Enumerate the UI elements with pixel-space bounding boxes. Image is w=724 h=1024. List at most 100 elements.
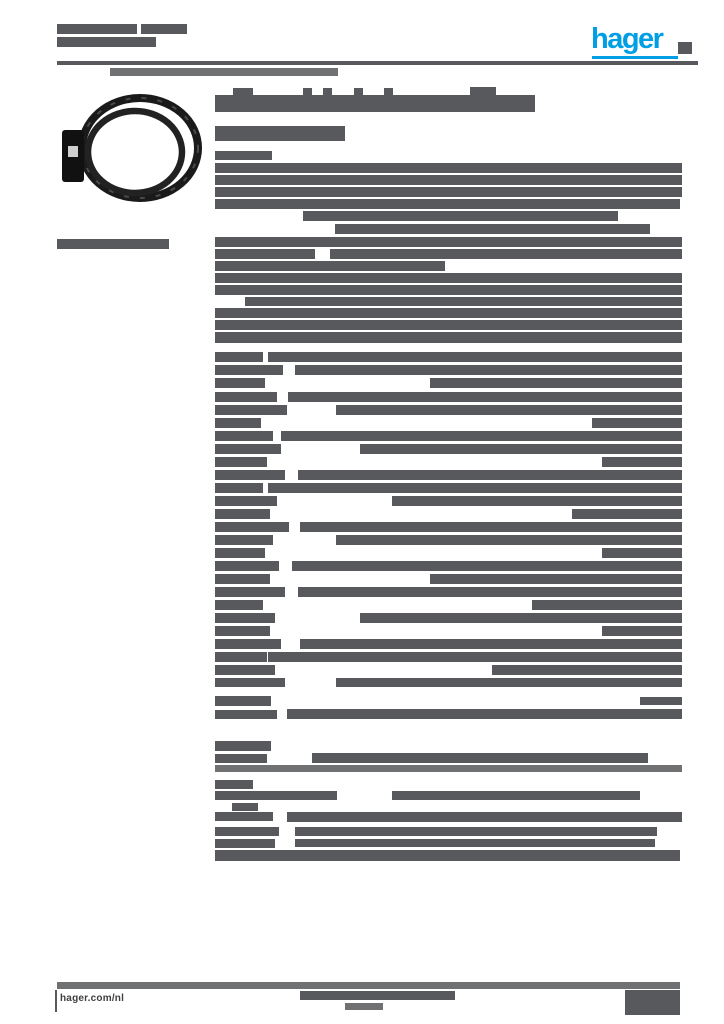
redacted-text-line	[215, 535, 273, 545]
redacted-text-line	[268, 652, 682, 662]
redacted-text-line	[354, 88, 363, 95]
redacted-text-line	[360, 613, 682, 623]
redacted-text-line	[215, 600, 263, 610]
redacted-text-line	[215, 470, 285, 480]
footer-website-link[interactable]: hager.com/nl	[60, 993, 125, 1004]
redacted-text-line	[215, 175, 682, 185]
redacted-text-line	[215, 249, 315, 259]
redacted-text-line	[57, 24, 137, 34]
redacted-text-line	[295, 365, 682, 375]
redacted-text-line	[215, 237, 682, 247]
redacted-text-line	[303, 88, 312, 95]
coil-inner-ring	[84, 107, 186, 197]
redacted-text-line	[640, 697, 682, 705]
redacted-text-line	[215, 587, 285, 597]
redacted-text-line	[330, 249, 682, 259]
redacted-text-line	[215, 444, 281, 454]
redacted-text-line	[392, 791, 640, 800]
redacted-text-line	[295, 827, 657, 836]
redacted-text-line	[215, 652, 267, 662]
redacted-text-line	[55, 990, 57, 1012]
redacted-text-line	[602, 457, 682, 467]
redacted-text-line	[215, 273, 682, 283]
redacted-text-line	[392, 496, 682, 506]
redacted-text-line	[215, 574, 270, 584]
redacted-text-line	[384, 88, 393, 95]
redacted-text-line	[215, 483, 263, 493]
redacted-text-line	[215, 791, 337, 800]
redacted-text-line	[215, 405, 287, 415]
redacted-text-line	[312, 753, 648, 763]
redacted-text-line	[215, 850, 680, 861]
redacted-text-line	[215, 431, 273, 441]
redacted-text-line	[492, 665, 682, 675]
redacted-text-line	[215, 126, 345, 141]
redacted-text-line	[215, 548, 265, 558]
redacted-text-line	[215, 741, 271, 751]
redacted-text-line	[57, 982, 680, 989]
redacted-text-line	[572, 509, 682, 519]
redacted-text-line	[215, 352, 263, 362]
redacted-text-line	[245, 297, 682, 306]
redacted-text-line	[215, 151, 272, 160]
redacted-text-line	[336, 405, 682, 415]
redacted-text-line	[335, 224, 650, 234]
redacted-text-line	[430, 574, 682, 584]
redacted-text-line	[470, 87, 496, 95]
redacted-text-line	[430, 378, 682, 388]
redacted-text-line	[57, 37, 156, 47]
redacted-text-line	[345, 1003, 383, 1010]
redacted-text-line	[268, 352, 682, 362]
hager-logo: hager	[591, 23, 664, 55]
redacted-text-line	[215, 365, 283, 375]
coil-connector-window	[68, 146, 78, 157]
redacted-text-line	[215, 187, 682, 197]
redacted-text-line	[232, 803, 258, 811]
redacted-text-line	[532, 600, 682, 610]
redacted-text-line	[215, 509, 270, 519]
redacted-text-line	[215, 812, 273, 821]
redacted-text-line	[300, 639, 682, 649]
product-image	[62, 94, 202, 202]
coil-texture	[81, 97, 199, 199]
redacted-text-line	[215, 765, 682, 772]
redacted-text-line	[300, 991, 455, 1000]
redacted-text-line	[215, 613, 275, 623]
redacted-text-line	[57, 61, 698, 65]
redacted-text-line	[215, 378, 265, 388]
redacted-text-line	[215, 839, 275, 848]
redacted-text-line	[215, 332, 682, 343]
hager-logo-underline	[592, 56, 678, 59]
redacted-text-line	[295, 839, 655, 847]
redacted-text-line	[268, 483, 682, 493]
footer-page-number-block	[625, 990, 680, 1015]
redacted-text-line	[678, 42, 692, 54]
redacted-text-line	[215, 561, 279, 571]
redacted-text-line	[323, 88, 332, 95]
redacted-text-line	[215, 665, 275, 675]
redacted-text-line	[215, 678, 285, 687]
redacted-text-line	[292, 561, 682, 571]
redacted-text-line	[336, 535, 682, 545]
redacted-text-line	[300, 522, 682, 532]
redacted-text-line	[215, 696, 271, 706]
redacted-text-line	[215, 754, 267, 763]
redacted-text-line	[215, 392, 277, 402]
redacted-text-line	[215, 261, 445, 271]
redacted-text-line	[215, 285, 682, 295]
redacted-text-line	[592, 418, 682, 428]
redacted-text-line	[288, 392, 682, 402]
redacted-text-line	[215, 626, 270, 636]
redacted-text-line	[602, 626, 682, 636]
redacted-text-line	[215, 199, 680, 209]
redacted-text-line	[141, 24, 187, 34]
redacted-text-line	[215, 308, 682, 318]
redacted-text-line	[281, 431, 682, 441]
redacted-text-line	[298, 587, 682, 597]
redacted-text-line	[215, 780, 253, 789]
redacted-text-line	[215, 639, 281, 649]
redacted-text-line	[336, 678, 682, 687]
redacted-text-line	[215, 320, 682, 330]
redacted-text-line	[215, 710, 277, 719]
